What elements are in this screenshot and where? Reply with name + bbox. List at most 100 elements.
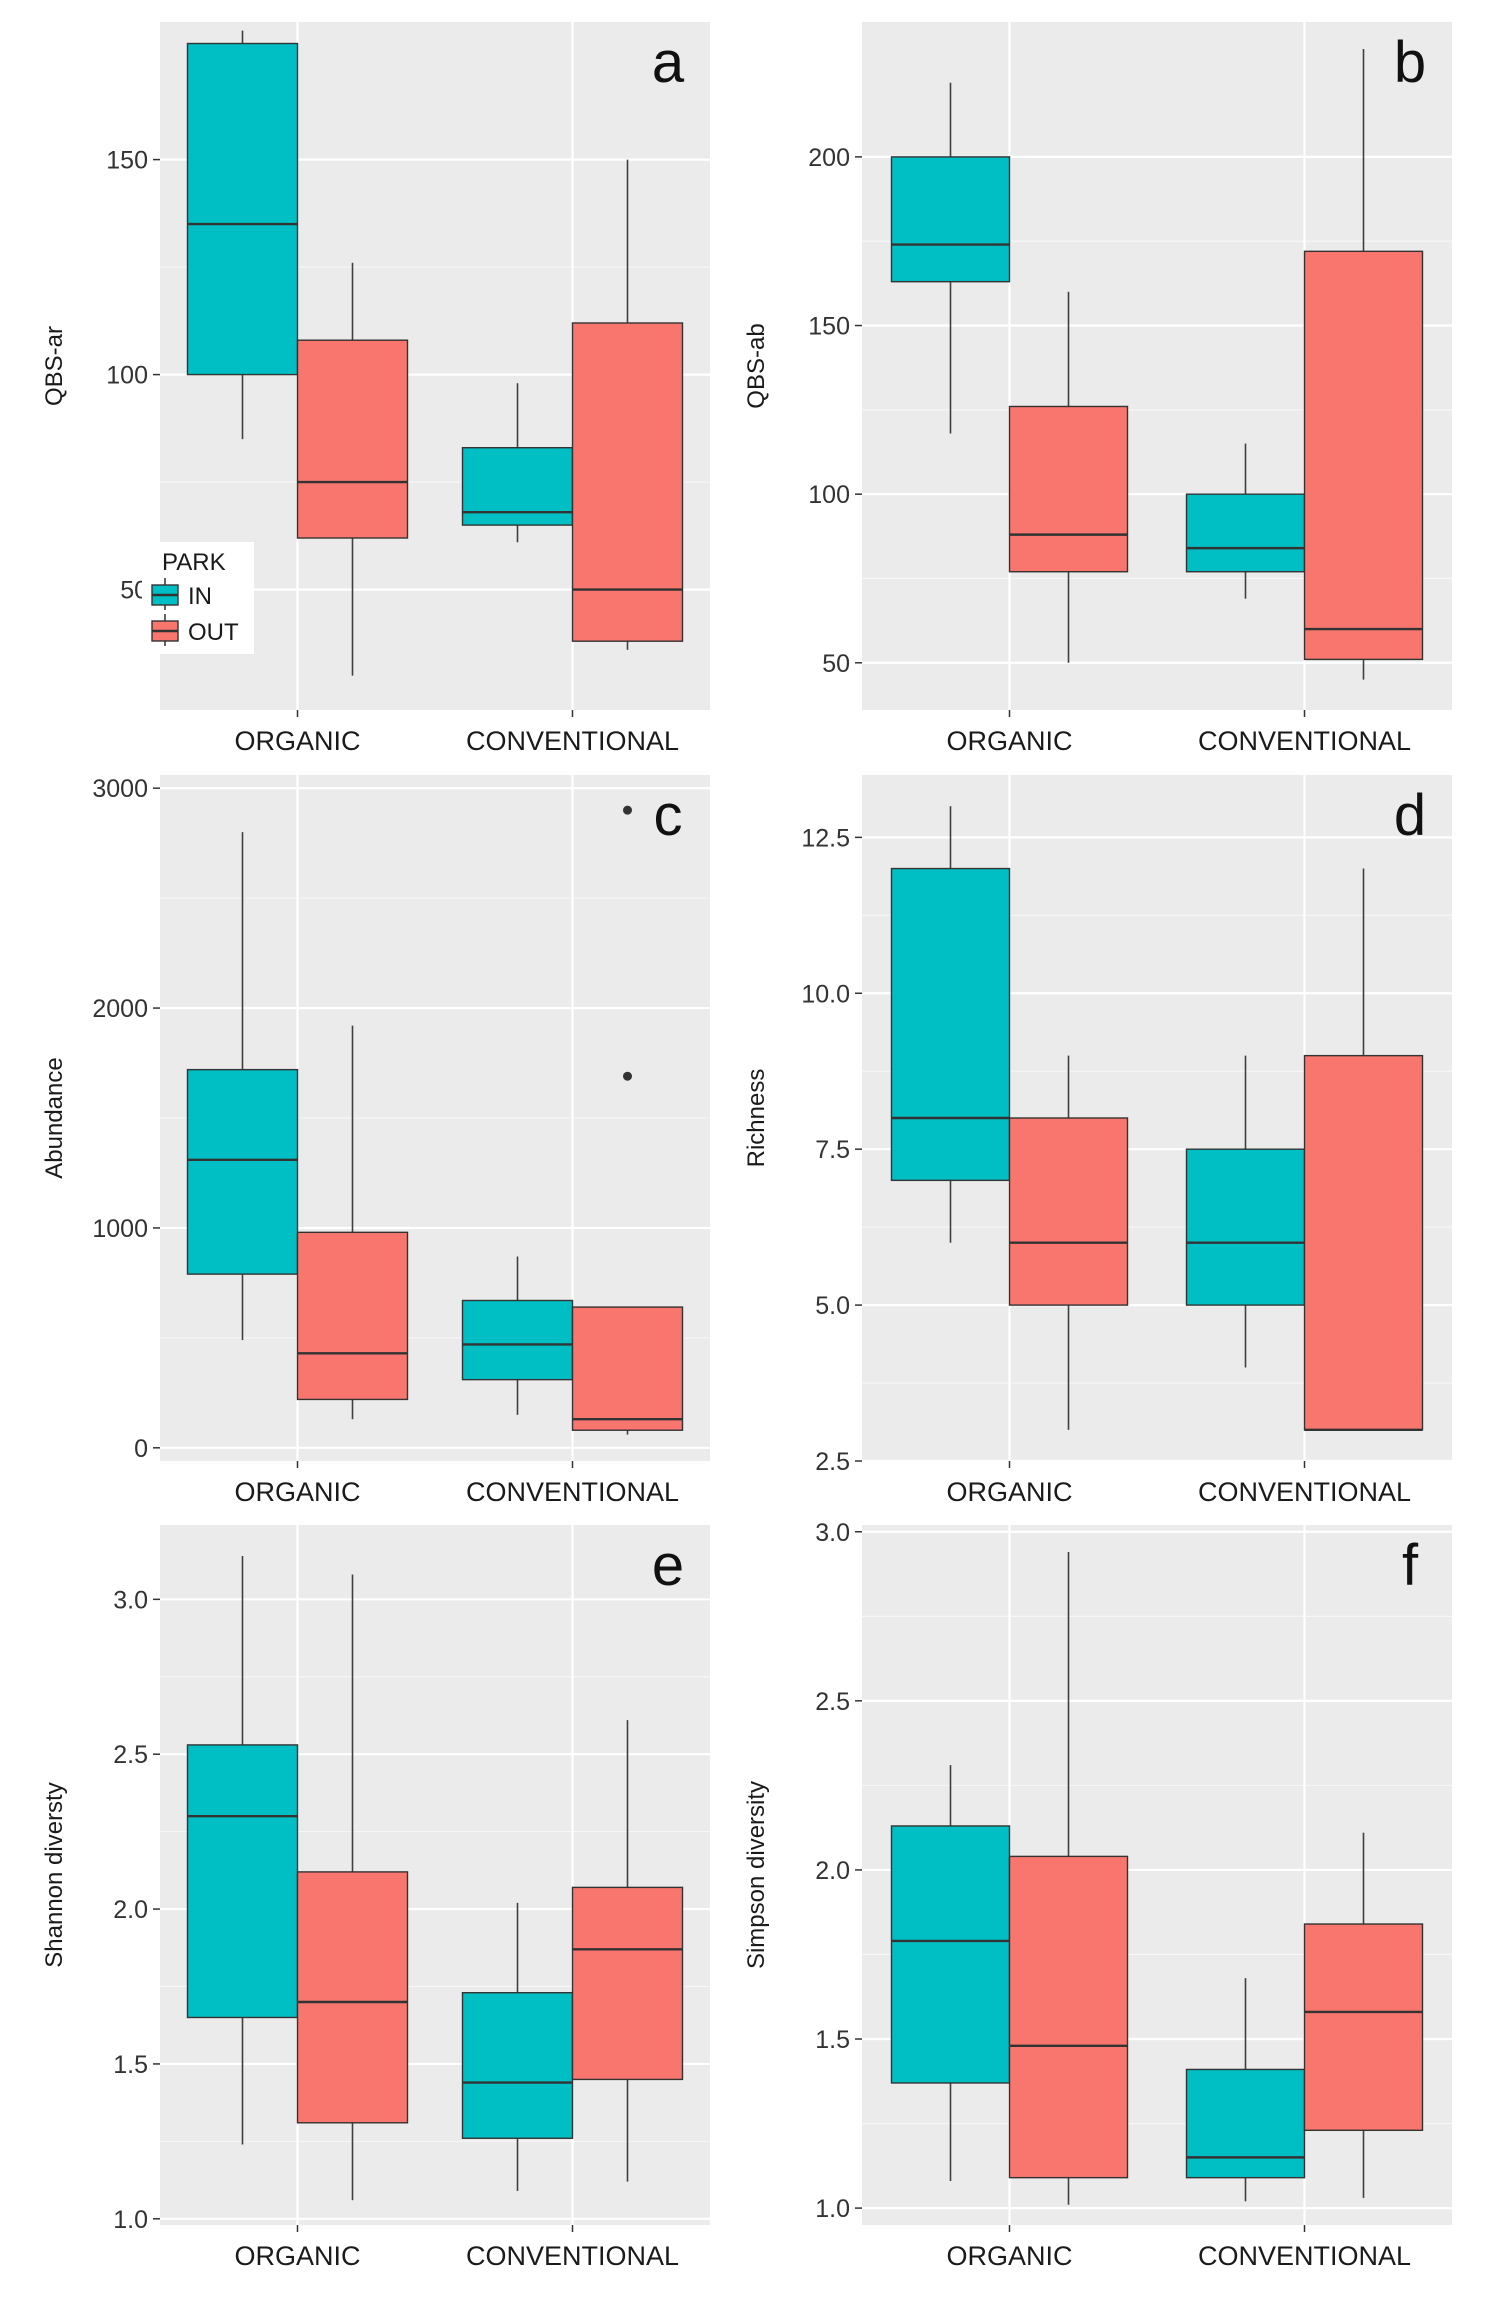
legend-entry-out: OUT [151, 614, 239, 646]
y-tick-label: 0 [134, 1435, 148, 1463]
box-body [1008, 1855, 1129, 2179]
y-tick-label: 2.0 [113, 1896, 148, 1924]
y-tick-label: 1.0 [815, 2195, 850, 2223]
legend-entry-in: IN [151, 578, 212, 610]
legend: PARK IN OUT [142, 542, 254, 654]
box-body [1185, 1148, 1306, 1306]
x-category-label-organic: ORGANIC [234, 726, 360, 756]
y-tick-label: 2.5 [113, 1741, 148, 1769]
box-out-organic [296, 262, 409, 676]
y-axis-label: Richness [743, 1069, 770, 1168]
box-body [1303, 250, 1424, 661]
box-in-conventional [461, 1256, 574, 1415]
panel-letter: b [1394, 30, 1426, 95]
box-body [571, 322, 684, 642]
y-tick-label: 100 [106, 362, 148, 390]
panel-b: 50 100 150 200 ORGANIC CONVENTIONAL QBS-ab b [743, 22, 1452, 756]
panel-e: 1.0 1.5 2.0 2.5 3.0 ORGANIC CONVENTIONAL Shanno… [41, 1525, 710, 2271]
y-tick-label: 1000 [92, 1215, 148, 1243]
x-category-label-conventional: CONVENTIONAL [1198, 2241, 1411, 2271]
box-body [1303, 1054, 1424, 1431]
box-out-organic [296, 1025, 409, 1420]
legend-label: IN [188, 583, 212, 610]
y-tick-label: 150 [106, 147, 148, 175]
box-body [890, 156, 1011, 283]
y-axis-label: QBS-ab [743, 323, 770, 408]
box-in-organic [186, 1555, 299, 2145]
box-body [571, 1886, 684, 2081]
panel-f: 1.0 1.5 2.0 2.5 3.0 ORGANIC CONVENTIONAL Simpso… [743, 1519, 1452, 2271]
y-axis-label: Simpson diversity [743, 1781, 770, 1969]
y-tick-label: 12.5 [801, 824, 850, 852]
panel-c: 0 1000 2000 3000 ORGANIC CONVENTIONAL Abundanc… [41, 775, 710, 1507]
box-in-conventional [1185, 443, 1306, 599]
x-category-label-organic: ORGANIC [946, 1477, 1072, 1507]
y-tick-label: 3.0 [113, 1586, 148, 1614]
box-body [186, 1744, 299, 2019]
box-out-conventional [571, 1720, 684, 2182]
y-tick-label: 2.0 [815, 1857, 850, 1885]
y-tick-label: 200 [808, 144, 850, 172]
y-tick-label: 3.0 [815, 1519, 850, 1547]
y-tick-label: 3000 [92, 775, 148, 803]
y-axis-label: Shannon diversty [41, 1782, 68, 1967]
box-body [461, 1299, 574, 1381]
panel-letter: c [654, 783, 683, 848]
y-tick-label: 1.0 [113, 2206, 148, 2234]
box-out-conventional [571, 159, 684, 650]
box-body [1008, 1117, 1129, 1306]
x-category-label-organic: ORGANIC [946, 726, 1072, 756]
panel-letter: f [1402, 1533, 1419, 1598]
box-body [890, 1825, 1011, 2084]
panel-letter: e [652, 1533, 684, 1598]
box-body [571, 1306, 684, 1431]
box-out-conventional [1303, 1832, 1424, 2198]
box-body [1185, 2068, 1306, 2179]
y-tick-label: 10.0 [801, 980, 850, 1008]
y-axis-label: QBS-ar [41, 326, 68, 406]
y-tick-label: 1.5 [113, 2051, 148, 2079]
box-in-conventional [461, 1902, 574, 2191]
y-tick-label: 150 [808, 313, 850, 341]
box-in-conventional [1185, 1978, 1306, 2202]
y-tick-label: 2.5 [815, 1448, 850, 1476]
outlier-point [623, 805, 632, 815]
box-in-organic [890, 806, 1011, 1243]
y-tick-label: 50 [822, 650, 850, 678]
box-in-organic [186, 30, 299, 440]
y-tick-label: 1.5 [815, 2026, 850, 2054]
box-in-organic [890, 82, 1011, 434]
box-body [296, 1871, 409, 2124]
box-in-organic [186, 832, 299, 1341]
x-category-label-conventional: CONVENTIONAL [1198, 1477, 1411, 1507]
box-body [461, 1991, 574, 2139]
panel-letter: d [1394, 783, 1426, 848]
x-category-label-conventional: CONVENTIONAL [466, 1477, 679, 1507]
legend-label: OUT [188, 619, 239, 646]
box-body [186, 42, 299, 376]
y-tick-label: 7.5 [815, 1136, 850, 1164]
box-out-organic [1008, 1055, 1129, 1430]
x-category-label-conventional: CONVENTIONAL [466, 726, 679, 756]
box-out-conventional [1303, 48, 1424, 680]
box-body [461, 447, 574, 526]
box-body [1303, 1923, 1424, 2132]
y-tick-label: 2.5 [815, 1688, 850, 1716]
box-out-conventional [571, 805, 684, 1435]
y-tick-label: 5.0 [815, 1292, 850, 1320]
x-category-label-conventional: CONVENTIONAL [1198, 726, 1411, 756]
y-tick-label: 2000 [92, 995, 148, 1023]
y-tick-label: 100 [808, 481, 850, 509]
box-body [1185, 493, 1306, 573]
box-body [1008, 405, 1129, 573]
x-category-label-organic: ORGANIC [234, 1477, 360, 1507]
outlier-point [623, 1071, 632, 1081]
panel-letter: a [652, 30, 685, 95]
box-out-conventional [1303, 868, 1424, 1432]
box-body [186, 1068, 299, 1275]
legend-title: PARK [162, 549, 226, 576]
box-in-organic [890, 1765, 1011, 2182]
x-category-label-organic: ORGANIC [234, 2241, 360, 2271]
